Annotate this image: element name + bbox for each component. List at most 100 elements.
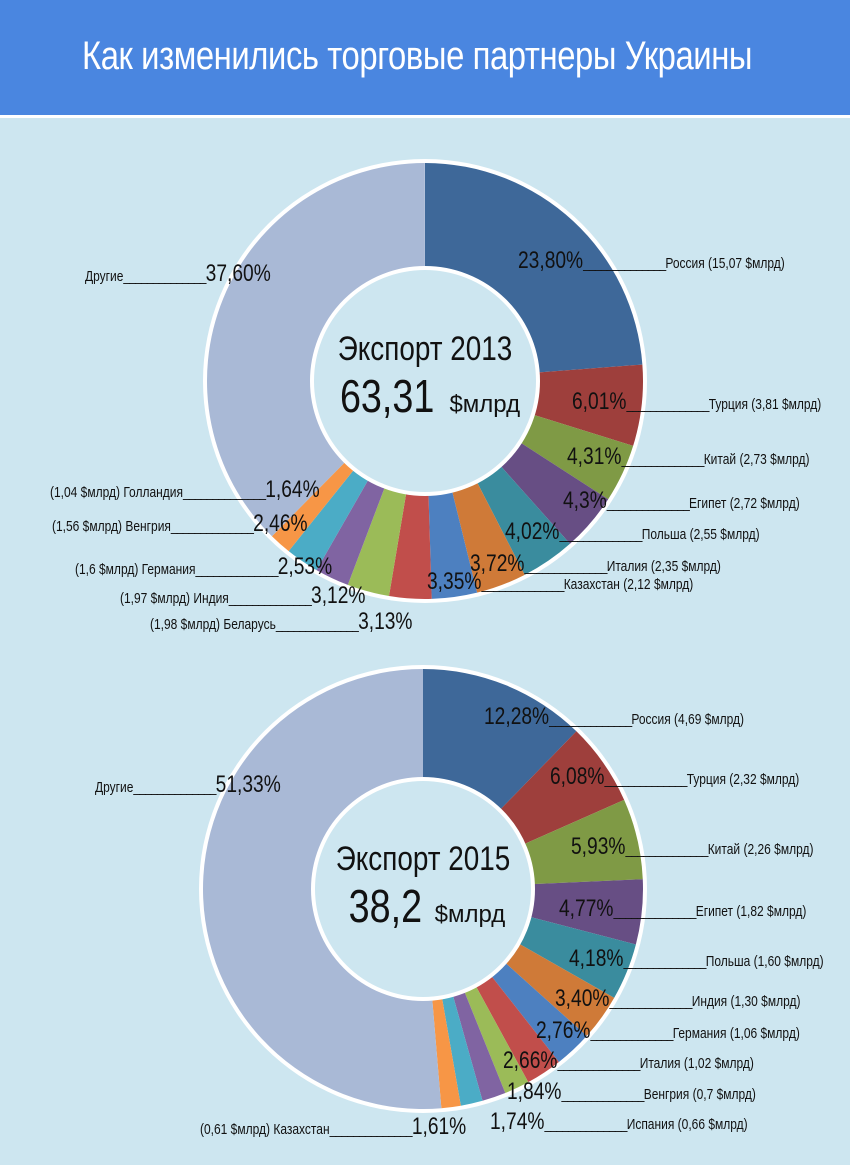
slice-label: 3,72%______________Италия (2,35 $млрд) bbox=[470, 550, 721, 578]
data-label-percent: 2,46% bbox=[253, 510, 308, 537]
data-label-percent: 2,76% bbox=[536, 1017, 591, 1044]
pie-slice bbox=[490, 962, 587, 1062]
pie-slice bbox=[499, 731, 625, 845]
leader-line: ______________ bbox=[170, 518, 254, 535]
leader-line: ______________ bbox=[481, 576, 564, 593]
data-label-name: Италия (1,02 $млрд) bbox=[639, 1055, 754, 1072]
data-label-percent: 3,12% bbox=[311, 582, 366, 609]
page-title: Как изменились торговые партнеры Украины bbox=[82, 34, 753, 78]
data-label-percent: 12,28% bbox=[484, 703, 550, 730]
leader-line: ______________ bbox=[275, 616, 359, 633]
slice-label: 1,84%______________Венгрия (0,7 $млрд) bbox=[507, 1078, 756, 1106]
slice-label: 4,77%______________Египет (1,82 $млрд) bbox=[559, 895, 806, 923]
leader-line: ______________ bbox=[123, 268, 206, 285]
pie-slice bbox=[347, 486, 407, 597]
leader-line: ______________ bbox=[329, 1121, 413, 1138]
pie-slice bbox=[423, 669, 577, 811]
data-label-percent: 3,72% bbox=[470, 550, 525, 577]
slice-label: 2,76%______________Германия (1,06 $млрд) bbox=[536, 1017, 800, 1045]
data-label-percent: 2,66% bbox=[503, 1047, 558, 1074]
data-label-name: Венгрия (0,7 $млрд) bbox=[643, 1086, 756, 1103]
pie-slice bbox=[476, 465, 570, 575]
slice-label: (1,97 $млрд) Индия______________3,12% bbox=[120, 582, 365, 610]
data-label-name: (1,97 $млрд) Индия bbox=[120, 590, 229, 607]
data-label-percent: 37,60% bbox=[205, 260, 271, 287]
leader-line: ______________ bbox=[621, 451, 704, 468]
pie-slice bbox=[271, 461, 355, 552]
slice-label: 1,74%______________Испания (0,66 $млрд) bbox=[490, 1108, 748, 1136]
chart-center-2013: Экспорт 2013 63,31 $млрд bbox=[319, 330, 532, 423]
leader-line: ______________ bbox=[544, 1116, 627, 1133]
pie-slice bbox=[425, 163, 643, 373]
slice-label: Другие______________37,60% bbox=[85, 260, 271, 288]
leader-line: ______________ bbox=[557, 1055, 640, 1072]
data-label-percent: 6,01% bbox=[572, 388, 627, 415]
pie-slice bbox=[202, 669, 442, 1110]
leader-line: ______________ bbox=[133, 779, 216, 796]
data-label-percent: 3,35% bbox=[427, 568, 482, 595]
chart-center-2015: Экспорт 2015 38,2 $млрд bbox=[317, 840, 530, 933]
data-label-name: Египет (1,82 $млрд) bbox=[695, 903, 807, 920]
slice-label: (1,98 $млрд) Беларусь______________3,13% bbox=[150, 608, 413, 636]
slice-label: (1,6 $млрд) Германия______________2,53% bbox=[75, 553, 332, 581]
leader-line: ______________ bbox=[195, 561, 278, 578]
data-label-name: (1,98 $млрд) Беларусь bbox=[150, 616, 276, 633]
pie-slice bbox=[475, 975, 559, 1083]
data-label-name: Индия (1,30 $млрд) bbox=[691, 993, 801, 1010]
data-label-percent: 1,84% bbox=[507, 1078, 562, 1105]
slice-label: 5,93%______________Китай (2,26 $млрд) bbox=[571, 833, 813, 861]
data-label-percent: 51,33% bbox=[215, 771, 281, 798]
leader-line: ______________ bbox=[549, 711, 632, 728]
leader-line: ______________ bbox=[559, 526, 642, 543]
data-label-name: Россия (4,69 $млрд) bbox=[631, 711, 745, 728]
slice-label: 6,08%______________Турция (2,32 $млрд) bbox=[550, 763, 799, 791]
data-label-name: Россия (15,07 $млрд) bbox=[665, 255, 785, 272]
data-label-percent: 1,61% bbox=[411, 1113, 467, 1140]
pie-slice bbox=[389, 492, 432, 599]
data-label-name: Испания (0,66 $млрд) bbox=[626, 1116, 748, 1133]
data-label-name: Турция (2,32 $млрд) bbox=[686, 771, 800, 788]
slice-label: 4,3%______________Египет (2,72 $млрд) bbox=[563, 487, 800, 515]
slice-label: 4,18%______________Польша (1,60 $млрд) bbox=[569, 945, 824, 973]
leader-line: ______________ bbox=[623, 953, 706, 970]
data-label-name: Китай (2,73 $млрд) bbox=[703, 451, 810, 468]
data-label-name: Германия (1,06 $млрд) bbox=[672, 1025, 800, 1042]
pie-slice bbox=[532, 364, 643, 446]
data-label-name: Италия (2,35 $млрд) bbox=[606, 558, 721, 575]
pie-slice-unlabeled bbox=[432, 997, 461, 1109]
leader-line: ______________ bbox=[561, 1086, 644, 1103]
data-label-name: (1,04 $млрд) Голландия bbox=[50, 484, 183, 501]
data-label-name: Казахстан (2,12 $млрд) bbox=[563, 576, 694, 593]
data-label-name: Другие bbox=[95, 779, 134, 796]
data-label-percent: 5,93% bbox=[571, 833, 626, 860]
data-label-name: (1,6 $млрд) Германия bbox=[75, 561, 196, 578]
leader-line: ______________ bbox=[228, 590, 312, 607]
data-label-percent: 4,3% bbox=[563, 487, 607, 514]
chart-total: 63,31 bbox=[340, 370, 435, 422]
pie-slice bbox=[452, 991, 506, 1101]
chart-title: Экспорт 2015 bbox=[335, 840, 511, 878]
leader-line: ______________ bbox=[524, 558, 607, 575]
pie-slice bbox=[504, 943, 615, 1036]
data-label-percent: 3,40% bbox=[555, 985, 610, 1012]
chart-unit: $млрд bbox=[449, 391, 521, 418]
leader-line: ______________ bbox=[182, 484, 266, 501]
slice-label: (1,04 $млрд) Голландия______________1,64… bbox=[50, 476, 320, 504]
chart-unit: $млрд bbox=[434, 901, 506, 928]
pie-slice bbox=[523, 799, 643, 885]
pie-slice bbox=[288, 469, 369, 571]
slice-label: Другие______________51,33% bbox=[95, 771, 281, 799]
pie-slice bbox=[441, 994, 483, 1106]
leader-line: ______________ bbox=[625, 841, 708, 858]
slice-label: 12,28%______________Россия (4,69 $млрд) bbox=[484, 703, 744, 731]
donut-hole bbox=[310, 266, 540, 496]
pie-slice bbox=[316, 479, 385, 585]
pie-slice bbox=[452, 481, 525, 593]
data-label-percent: 4,31% bbox=[567, 443, 622, 470]
leader-line: ______________ bbox=[606, 495, 690, 512]
pie-slice bbox=[529, 879, 643, 945]
leader-line: ______________ bbox=[609, 993, 692, 1010]
data-label-percent: 1,64% bbox=[265, 476, 320, 503]
pie-slice bbox=[464, 985, 529, 1094]
leader-line: ______________ bbox=[583, 255, 666, 272]
